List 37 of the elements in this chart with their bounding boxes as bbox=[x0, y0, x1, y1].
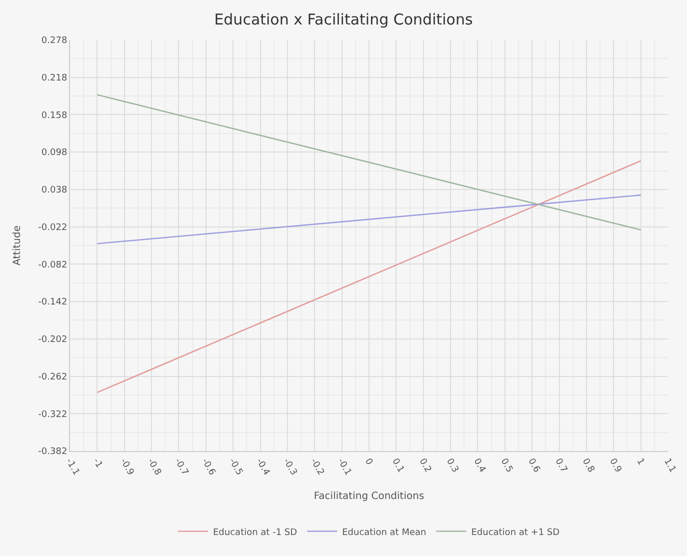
y-tick-label: 0.158 bbox=[41, 110, 68, 121]
legend-label: Education at Mean bbox=[342, 528, 426, 538]
y-tick-label: 0.038 bbox=[41, 186, 68, 196]
x-tick-label: -1 bbox=[90, 457, 104, 470]
x-tick-label: 0.4 bbox=[471, 457, 488, 475]
x-tick-label: 0.3 bbox=[444, 457, 460, 474]
x-tick-label: 0.1 bbox=[390, 457, 406, 474]
y-tick-label: -0.022 bbox=[38, 222, 68, 233]
legend-label: Education at +1 SD bbox=[471, 528, 560, 538]
x-tick-label: 0.8 bbox=[580, 457, 596, 475]
chart-title: Education x Facilitating Conditions bbox=[214, 10, 473, 28]
x-tick-label: -0.7 bbox=[172, 457, 190, 478]
legend-label: Education at -1 SD bbox=[213, 528, 298, 538]
y-tick-label: -0.262 bbox=[38, 372, 68, 382]
x-tick-label: 0.2 bbox=[416, 457, 433, 474]
y-tick-label: -0.082 bbox=[38, 260, 68, 270]
y-tick-label: 0.278 bbox=[41, 36, 68, 46]
y-tick-label: -0.322 bbox=[38, 410, 68, 420]
x-tick-label: -0.9 bbox=[118, 457, 136, 478]
x-tick-label: 0.6 bbox=[526, 457, 542, 475]
x-tick-label: -0.5 bbox=[226, 457, 244, 478]
y-tick-label: 0.098 bbox=[41, 148, 68, 158]
y-tick-label: 0.218 bbox=[41, 74, 68, 84]
x-tick-label: -0.6 bbox=[199, 457, 217, 478]
x-tick-label: -0.3 bbox=[280, 457, 298, 478]
x-tick-label: 0.7 bbox=[552, 457, 569, 474]
x-tick-label: 0.5 bbox=[498, 457, 514, 474]
x-axis-title: Facilitating Conditions bbox=[314, 490, 424, 502]
x-tick-label: 0 bbox=[362, 457, 374, 468]
x-tick-label: 1 bbox=[634, 457, 646, 468]
x-tick-label: -0.4 bbox=[254, 457, 272, 478]
y-tick-label: -0.382 bbox=[38, 447, 68, 458]
x-tick-label: 0.9 bbox=[607, 457, 624, 475]
y-tick-label: -0.142 bbox=[38, 298, 68, 308]
y-tick-label: -0.202 bbox=[38, 335, 68, 346]
x-tick-label: 1.1 bbox=[662, 457, 678, 474]
y-axis-title: Attitude bbox=[12, 225, 24, 266]
